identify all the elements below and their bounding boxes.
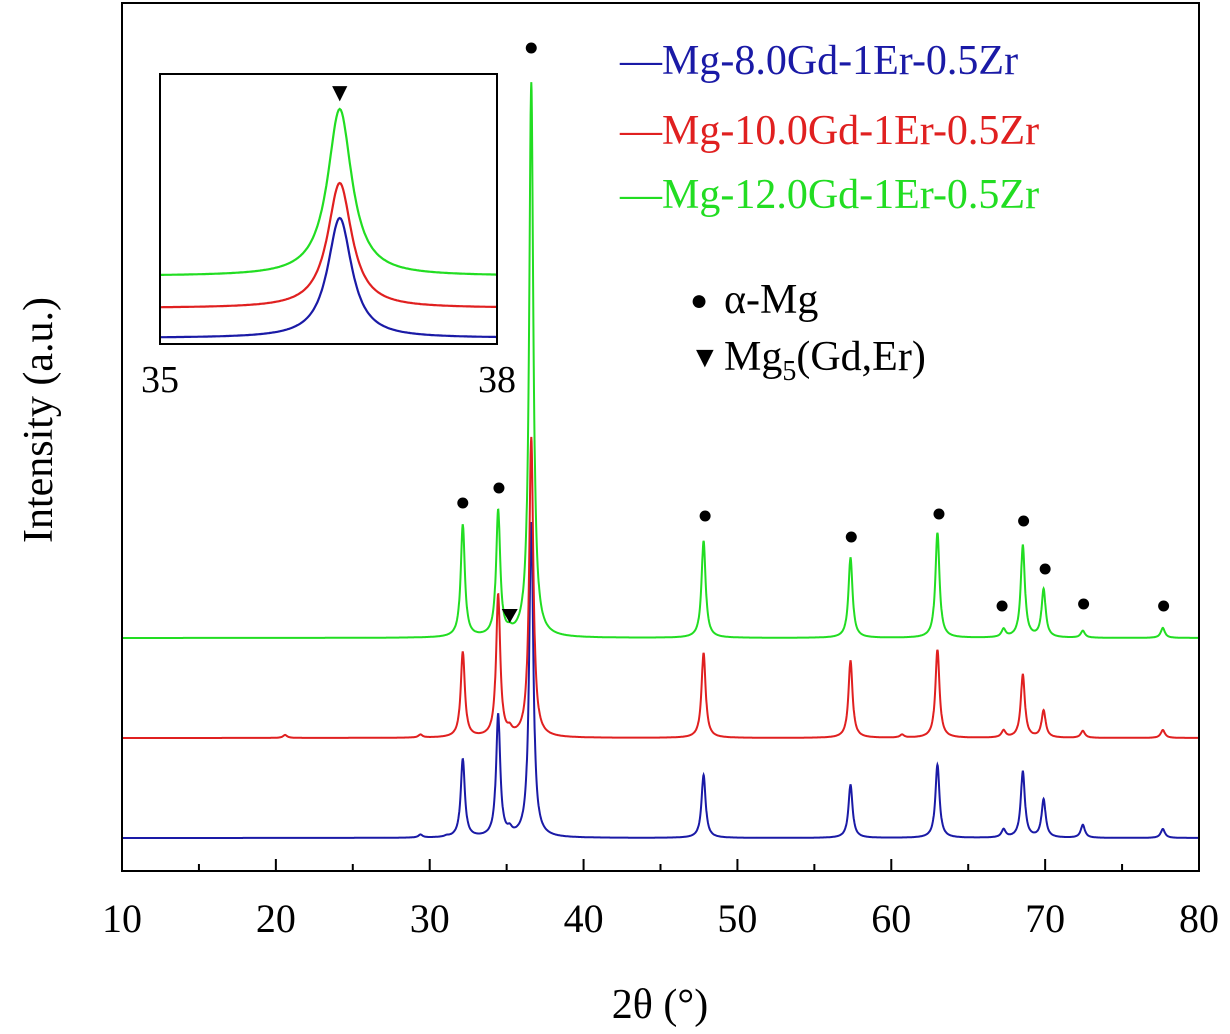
inset-series-line-3 bbox=[160, 107, 497, 276]
y-axis-title: Intensity (a.u.) bbox=[16, 297, 62, 543]
alpha-mg-marker bbox=[457, 497, 469, 509]
alpha-mg-marker bbox=[933, 508, 945, 520]
x-tick-label-30: 30 bbox=[410, 896, 450, 941]
alpha-mg-marker bbox=[1078, 598, 1090, 610]
inset-mg5-marker: ▼ bbox=[327, 78, 353, 107]
alpha-mg-marker bbox=[525, 42, 537, 54]
inset-tick-label-38: 38 bbox=[478, 359, 516, 401]
x-tick-label-50: 50 bbox=[717, 896, 757, 941]
series-line-2 bbox=[122, 436, 1199, 739]
inset-frame bbox=[159, 73, 498, 345]
phase-legend-alpha-mg-label: α-Mg bbox=[724, 277, 818, 323]
alpha-mg-marker bbox=[996, 600, 1008, 612]
phase-legend-mg5-symbol: ▼ bbox=[690, 341, 720, 374]
x-axis-ticks: 10 20 30 40 50 60 70 80 bbox=[102, 859, 1219, 941]
x-tick-label-10: 10 bbox=[102, 896, 142, 941]
inset-traces bbox=[160, 107, 497, 339]
alpha-mg-marker bbox=[1039, 563, 1051, 575]
series-line-1 bbox=[122, 522, 1199, 839]
mg5-label-subscript: 5 bbox=[782, 356, 796, 387]
phase-legend-alpha-mg-symbol: ● bbox=[690, 284, 708, 317]
x-tick-label-40: 40 bbox=[564, 896, 604, 941]
x-tick-label-20: 20 bbox=[256, 896, 296, 941]
legend-series-3: —Mg-12.0Gd-1Er-0.5Zr bbox=[619, 172, 1039, 218]
alpha-mg-marker bbox=[1018, 515, 1030, 527]
series-line-3 bbox=[122, 82, 1199, 639]
inset-series-line-2 bbox=[160, 181, 497, 309]
legend-series-2: —Mg-10.0Gd-1Er-0.5Zr bbox=[619, 108, 1039, 154]
x-tick-label-80: 80 bbox=[1179, 896, 1219, 941]
mg5-label-suffix: (Gd,Er) bbox=[796, 334, 925, 380]
x-tick-label-60: 60 bbox=[871, 896, 911, 941]
inset-series-line-1 bbox=[160, 216, 497, 339]
mg5-label-prefix: Mg bbox=[724, 334, 782, 380]
phase-markers bbox=[457, 42, 1170, 623]
alpha-mg-marker bbox=[1158, 600, 1170, 612]
alpha-mg-marker bbox=[493, 482, 505, 494]
x-axis-title: 2θ (°) bbox=[612, 982, 708, 1028]
mg5-marker bbox=[501, 609, 518, 623]
inset-tick-label-35: 35 bbox=[141, 359, 179, 401]
x-tick-label-70: 70 bbox=[1025, 896, 1065, 941]
main-plot-traces bbox=[122, 82, 1199, 839]
alpha-mg-marker bbox=[845, 531, 857, 543]
legend-series-1: —Mg-8.0Gd-1Er-0.5Zr bbox=[619, 38, 1018, 84]
alpha-mg-marker bbox=[699, 510, 711, 522]
phase-legend-mg5-label: Mg5(Gd,Er) bbox=[724, 334, 926, 387]
